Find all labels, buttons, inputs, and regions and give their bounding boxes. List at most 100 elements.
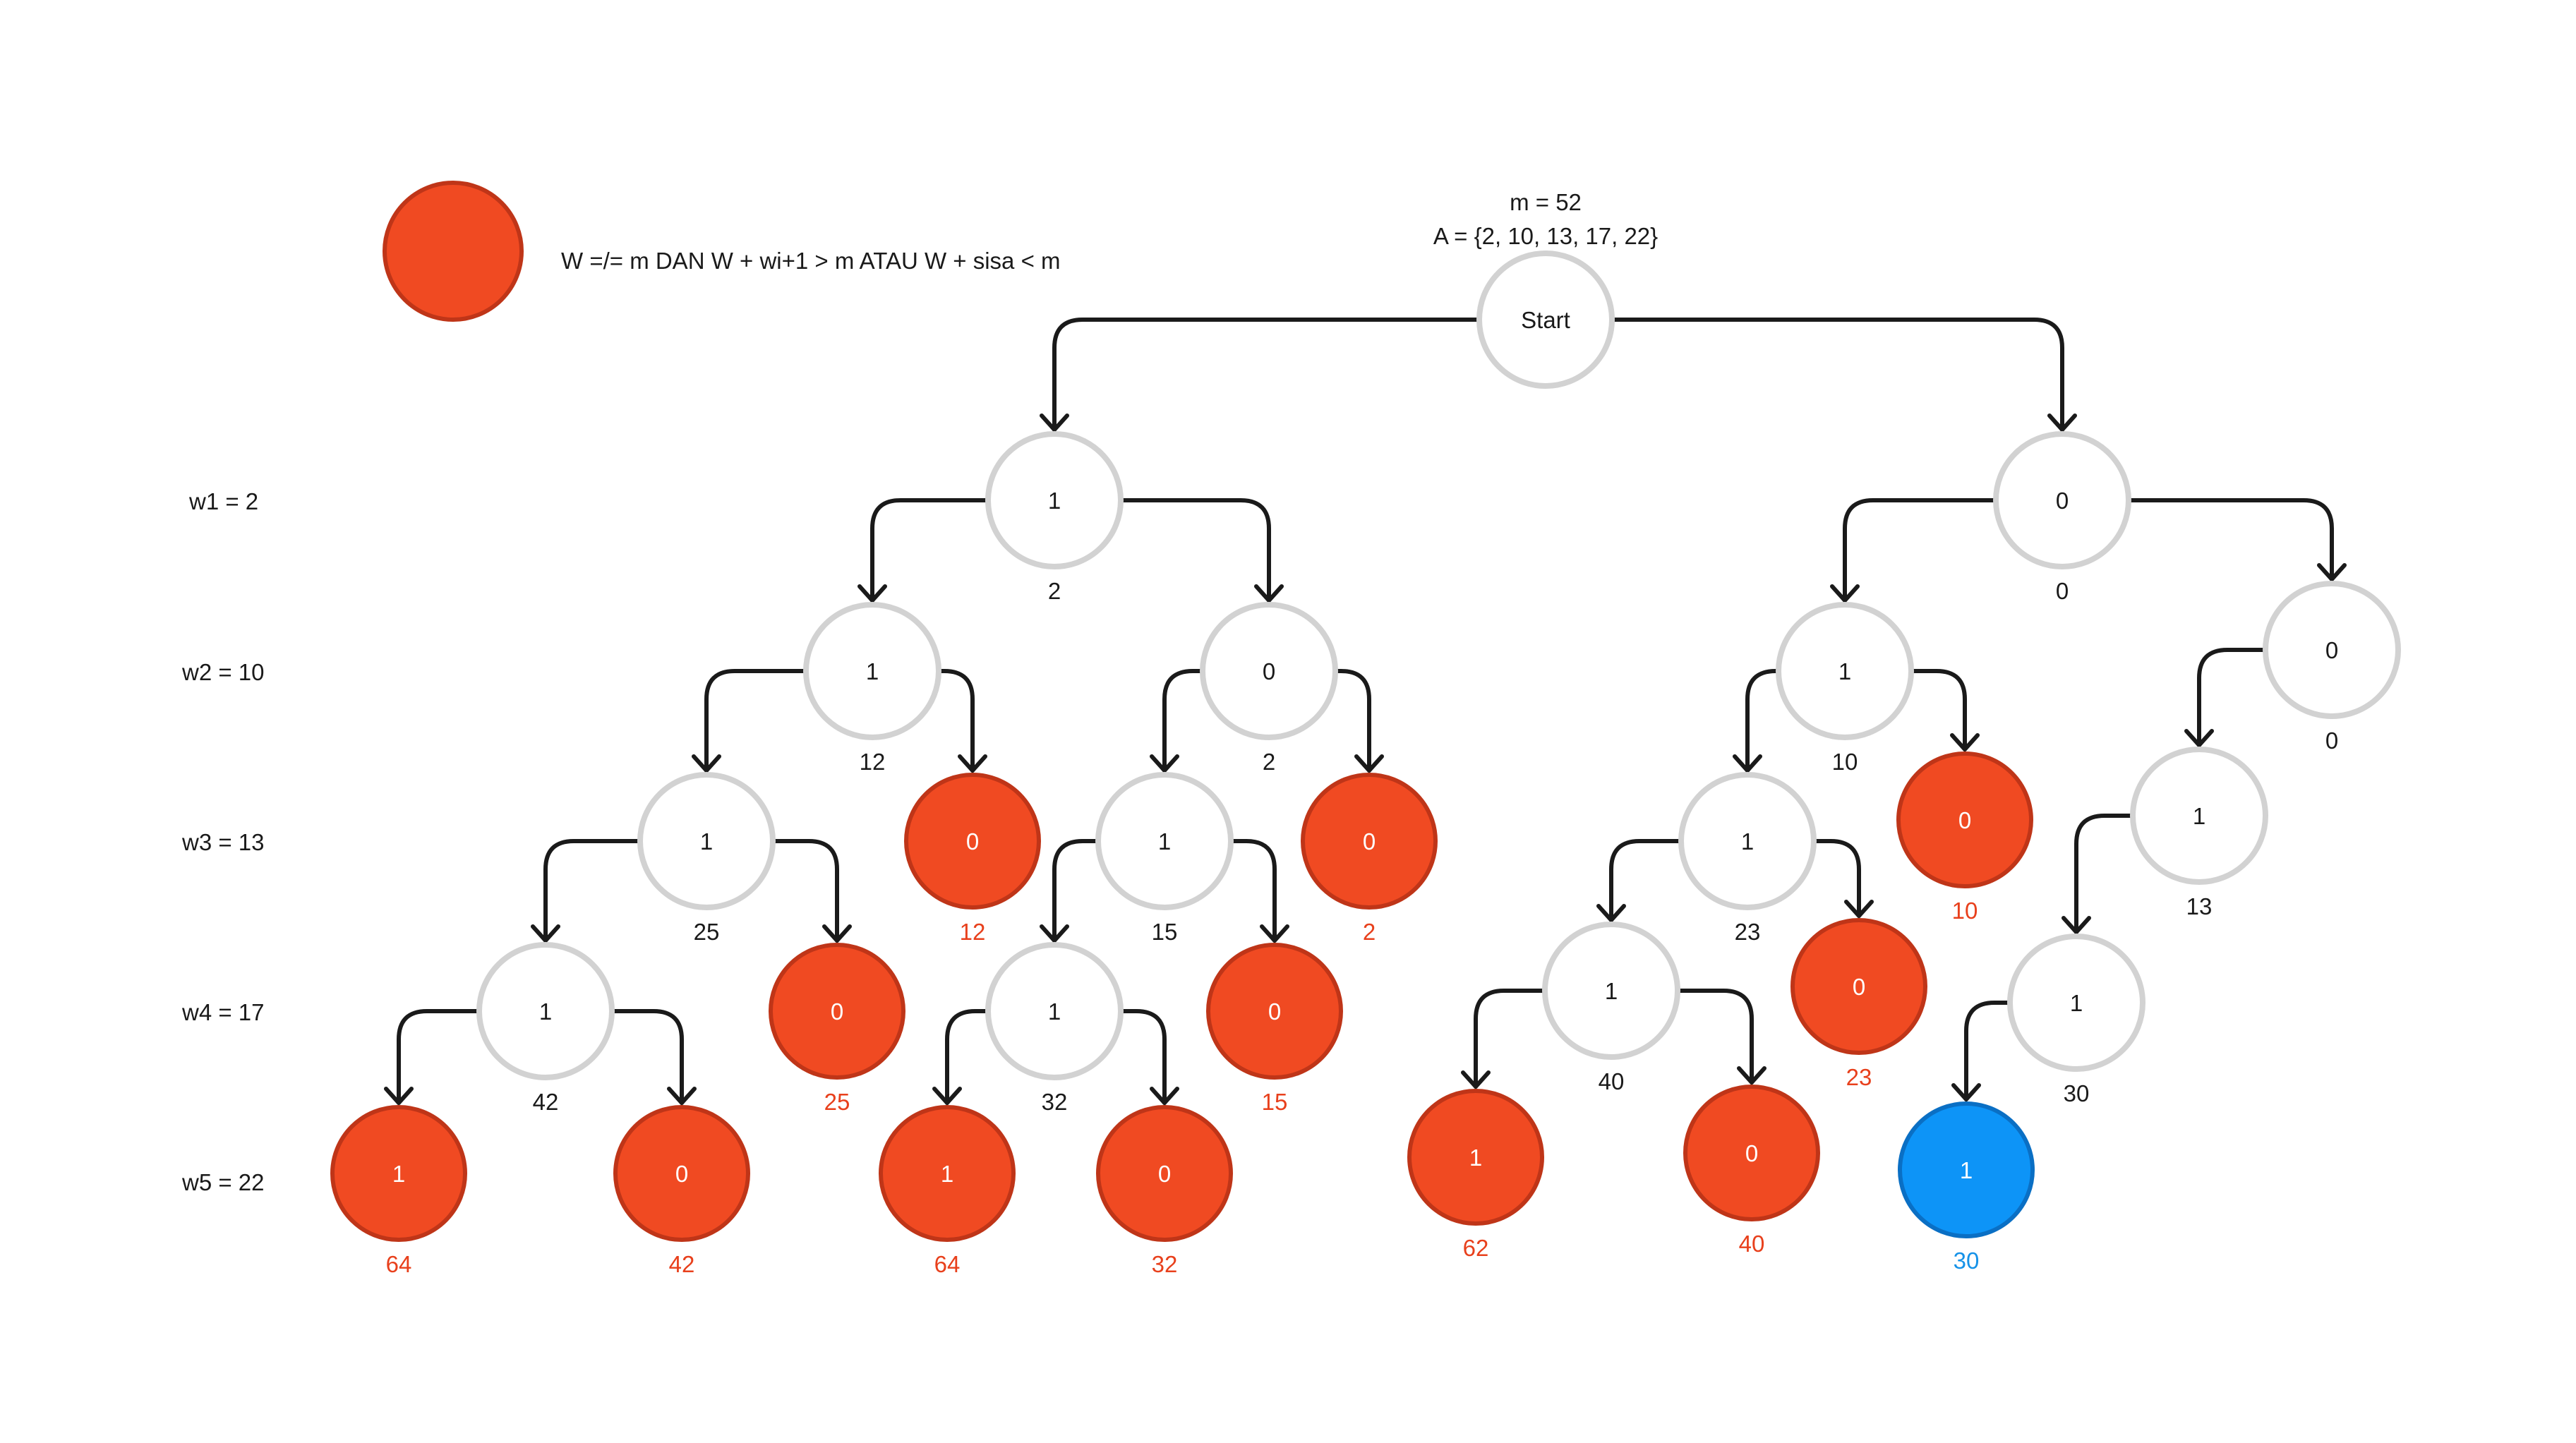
node-circle — [1476, 250, 1615, 389]
tree-node-e10111: 1 64 — [879, 1105, 1016, 1277]
node-label: 0 — [2056, 488, 2069, 514]
node-sum: 23 — [1735, 919, 1761, 945]
node-circle — [1683, 1085, 1820, 1221]
node-label: 1 — [2070, 990, 2083, 1016]
node-circle — [2130, 747, 2268, 885]
node-sum: 62 — [1463, 1235, 1489, 1261]
node-circle — [1206, 943, 1343, 1080]
node-label: 1 — [1469, 1145, 1482, 1171]
node-label: 1 — [1605, 978, 1618, 1004]
arrowhead-b00 — [2317, 563, 2347, 581]
node-label: 0 — [2325, 637, 2338, 663]
edge-c001-d0011 — [2074, 814, 2135, 934]
arrowhead-d1011 — [1040, 924, 1069, 943]
node-sum: 32 — [1152, 1251, 1178, 1277]
legend-pruned-swatch — [383, 181, 524, 322]
node-label: 0 — [1158, 1161, 1171, 1187]
level-label-w2: w2 = 10 — [181, 659, 265, 685]
node-circle — [1898, 1101, 2035, 1238]
node-sum: 10 — [1952, 898, 1978, 924]
legend-text: W =/= m DAN W + wi+1 > m ATAU W + sisa <… — [561, 248, 1061, 274]
arrowhead-d0011 — [2062, 916, 2091, 934]
edge-c011-d0110 — [1812, 839, 1861, 918]
arrowhead-b10 — [1254, 584, 1284, 603]
tree-node-e10110: 0 32 — [1096, 1105, 1233, 1277]
arrowhead-a1 — [1040, 413, 1069, 432]
node-circle — [613, 1105, 750, 1242]
arrowhead-e01111 — [1461, 1070, 1491, 1089]
node-label: 0 — [1363, 828, 1376, 855]
node-circle — [1200, 602, 1338, 740]
tree-node-d0111: 1 40 — [1542, 922, 1680, 1094]
node-circle — [985, 431, 1124, 569]
node-circle — [2007, 934, 2145, 1072]
node-label: Start — [1521, 307, 1570, 333]
node-sum: 30 — [2064, 1080, 2090, 1106]
node-label: 1 — [1048, 488, 1061, 514]
edge-d0111-e01111 — [1474, 989, 1547, 1089]
edge-start-a1 — [1052, 318, 1481, 432]
tree-node-d1111: 1 42 — [476, 942, 615, 1115]
node-sum: 0 — [2056, 578, 2069, 604]
node-sum: 2 — [1363, 919, 1376, 945]
node-circle — [1776, 602, 1914, 740]
tree-node-b00: 00 — [2263, 581, 2401, 754]
arrowhead-e10111 — [932, 1087, 962, 1105]
tree-node-e01111: 1 62 — [1407, 1089, 1544, 1261]
tree-node-c110: 0 12 — [904, 773, 1041, 945]
arrowhead-c001 — [2184, 729, 2214, 747]
tree-node-d1011: 1 32 — [985, 942, 1124, 1115]
tree-node-start: Start — [1476, 250, 1615, 389]
edge-a1-b11 — [870, 498, 990, 603]
level-label-w4: w4 = 17 — [181, 999, 265, 1025]
edge-d1111-e11110 — [610, 1009, 684, 1105]
edge-b01-c010 — [1909, 669, 1967, 751]
node-circle — [879, 1105, 1016, 1242]
node-label: 1 — [2193, 803, 2205, 829]
node-circle — [1542, 922, 1680, 1060]
node-sum: 12 — [860, 749, 886, 775]
edge-start-a0 — [1610, 318, 2064, 432]
edge-d1011-e10111 — [945, 1009, 990, 1105]
node-circle — [637, 772, 776, 910]
arrowhead-e11111 — [384, 1087, 414, 1105]
edge-b10-c100 — [1333, 669, 1371, 773]
node-circle — [2263, 581, 2401, 719]
level-label-w1: w1 = 2 — [188, 488, 258, 514]
edge-b11-c111 — [704, 669, 808, 773]
node-sum: 25 — [694, 919, 720, 945]
edge-d0011-e00111 — [1964, 1001, 2012, 1101]
node-label: 0 — [1745, 1140, 1758, 1166]
tree-node-b11: 1 12 — [803, 602, 941, 775]
edge-d0111-e01110 — [1675, 989, 1754, 1085]
node-circle — [1095, 772, 1234, 910]
node-label: 0 — [1263, 658, 1275, 684]
arrowhead-c101 — [1150, 754, 1179, 773]
arrowhead-e11110 — [667, 1087, 697, 1105]
node-circle — [1896, 751, 2033, 888]
node-circle — [1678, 772, 1817, 910]
arrowhead-e10110 — [1150, 1087, 1179, 1105]
tree-node-b01: 1 10 — [1776, 602, 1914, 775]
edge-b00-c001 — [2197, 648, 2268, 747]
node-label: 1 — [392, 1161, 405, 1187]
tree-node-c101: 1 15 — [1095, 772, 1234, 945]
node-sum: 40 — [1739, 1231, 1765, 1257]
node-circle — [1301, 773, 1438, 910]
node-circle — [1096, 1105, 1233, 1242]
node-label: 0 — [966, 828, 979, 855]
node-sum: 42 — [669, 1251, 695, 1277]
node-sum: 10 — [1832, 749, 1858, 775]
tree-nodes: Start12001120211000125012115021230101131… — [330, 250, 2401, 1277]
node-label: 1 — [1158, 828, 1171, 855]
node-circle — [904, 773, 1041, 910]
arrowhead-c010 — [1950, 733, 1980, 751]
arrowhead-c111 — [692, 754, 721, 773]
edge-b10-c101 — [1162, 669, 1205, 773]
arrowhead-d1111 — [531, 924, 560, 943]
arrowhead-c110 — [958, 754, 987, 773]
node-circle — [1993, 431, 2131, 569]
tree-node-d0110: 0 23 — [1790, 918, 1927, 1090]
tree-node-e01110: 0 40 — [1683, 1085, 1820, 1257]
edge-a1-b10 — [1119, 498, 1271, 603]
